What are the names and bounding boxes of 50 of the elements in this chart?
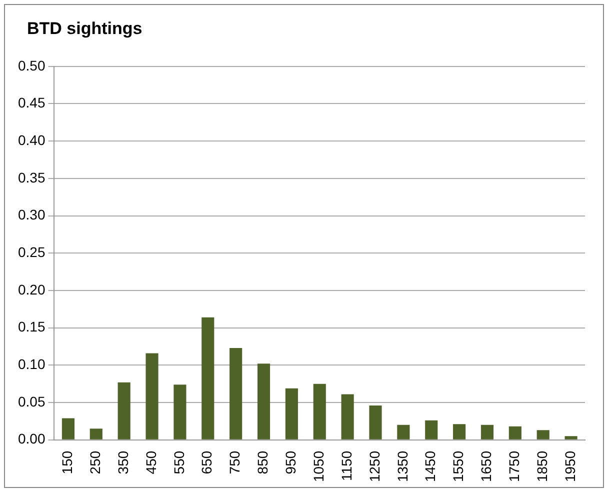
y-tick-label: 0.35 (18, 169, 46, 186)
bar (230, 348, 242, 440)
x-tick-label: 1750 (506, 450, 522, 482)
bar (202, 317, 214, 440)
x-tick-label: 150 (59, 450, 76, 474)
x-tick-label: 1050 (310, 450, 326, 482)
y-tick-label: 0.45 (18, 94, 46, 111)
x-tick-label: 1150 (338, 450, 354, 481)
x-tick-label: 1350 (394, 450, 410, 482)
x-tick-label: 550 (170, 450, 187, 474)
bar (480, 424, 494, 440)
x-tick-label: 1450 (422, 450, 438, 482)
y-tick-label: 0.25 (18, 244, 46, 260)
x-tick-label: 1250 (366, 450, 382, 482)
x-tick-label: 950 (282, 450, 299, 474)
bar (564, 436, 578, 440)
bar (341, 394, 354, 440)
y-tick-label: 0.20 (18, 281, 46, 298)
y-tick-label: 0.30 (18, 206, 46, 223)
x-tick-label: 450 (142, 450, 159, 474)
chart-title: BTD sightings (27, 19, 142, 39)
bar (146, 353, 158, 440)
bar (397, 424, 410, 440)
x-tick-label: 850 (254, 450, 271, 474)
y-tick-label: 0.50 (18, 57, 46, 74)
y-tick-label: 0.15 (18, 318, 46, 335)
x-tick-label: 1950 (562, 450, 578, 482)
bar (174, 384, 186, 440)
x-tick-label: 650 (198, 450, 215, 474)
bar (90, 428, 102, 440)
bar (313, 384, 326, 440)
x-tick-label: 1850 (534, 450, 550, 482)
bar (257, 364, 270, 440)
bar (285, 388, 298, 440)
bar (62, 418, 74, 440)
bar (453, 424, 466, 440)
y-tick-label: 0.10 (18, 356, 46, 372)
bar (425, 420, 438, 440)
x-tick-label: 350 (114, 450, 131, 474)
x-tick-label: 250 (87, 450, 104, 474)
y-tick-label: 0.00 (18, 430, 46, 447)
bar (508, 426, 522, 440)
bar (369, 406, 382, 440)
bar (536, 430, 550, 440)
y-tick-label: 0.05 (18, 393, 46, 410)
bar (118, 382, 130, 440)
x-tick-label: 750 (226, 450, 243, 474)
x-tick-label: 1650 (478, 450, 494, 482)
y-tick-label: 0.40 (18, 132, 46, 148)
x-tick-label: 1550 (450, 450, 466, 482)
